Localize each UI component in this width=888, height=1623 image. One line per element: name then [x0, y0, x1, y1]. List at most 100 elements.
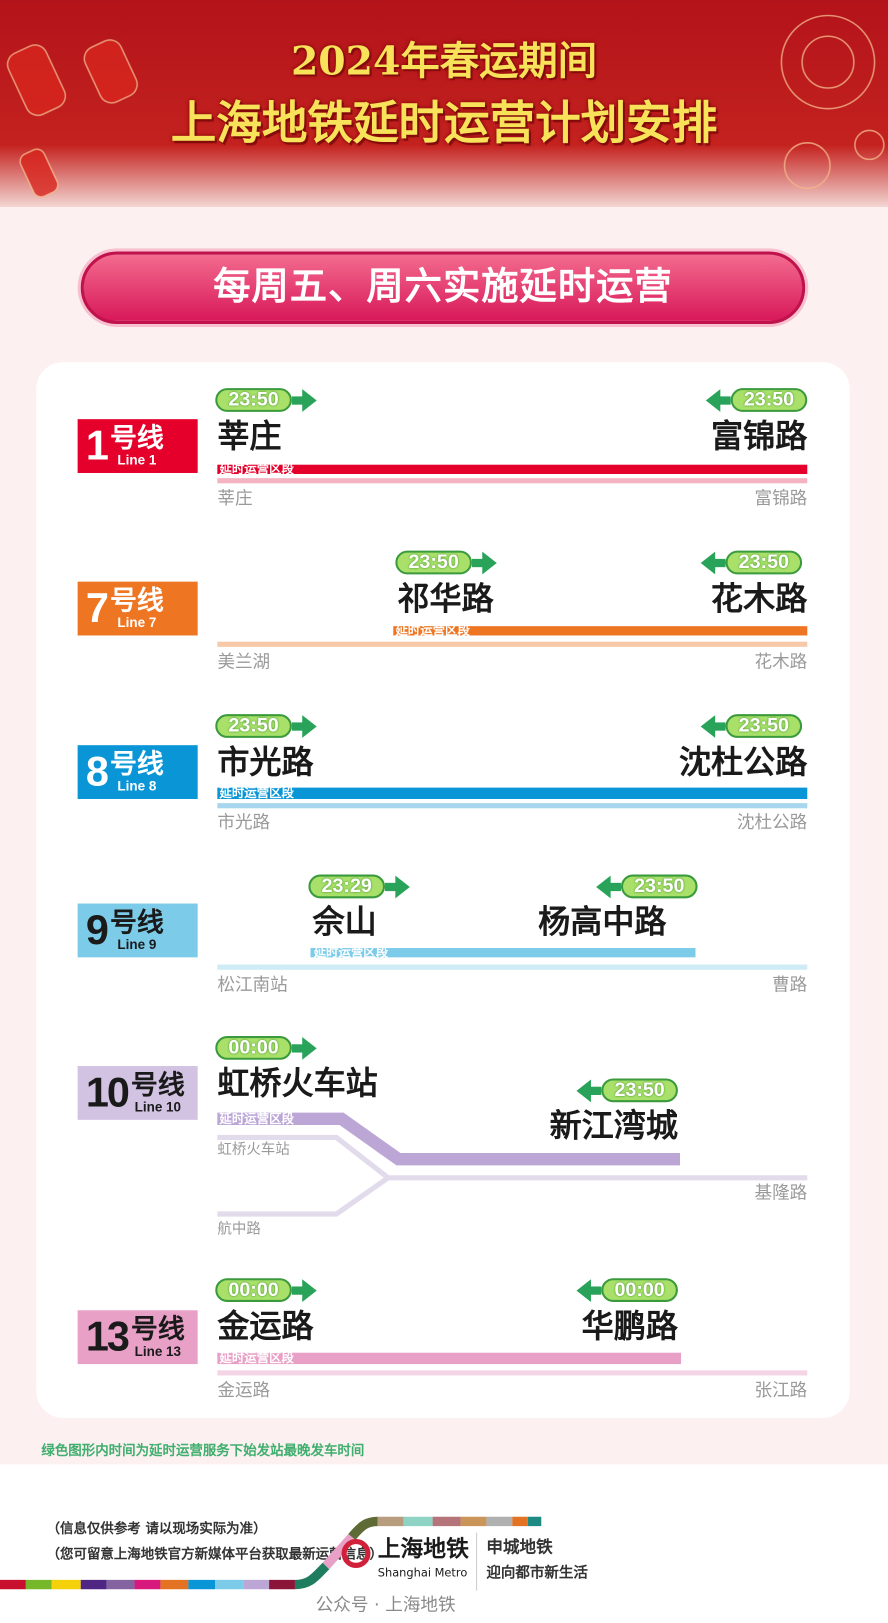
line-9-badge: 9 号线 Line 9 [77, 903, 198, 958]
disclaimer-1: （信息仅供参考 请以现场实际为准） [46, 1521, 267, 1537]
line-10-terminal-c: 航中路 [217, 1221, 261, 1238]
header-title-line2: 上海地铁延时运营计划安排 [170, 97, 718, 151]
header-banner: 2024年春运期间 上海地铁延时运营计划安排 [0, 0, 888, 207]
line-number: 13 [85, 1314, 130, 1360]
arrow-right-icon [482, 551, 497, 574]
line-10-from-station: 虹桥火车站 [217, 1064, 378, 1103]
line-8-from-station: 市光路 [217, 744, 314, 782]
line-1-terminal-b: 富锦路 [754, 488, 808, 510]
line-7-full-line [217, 641, 808, 647]
line-9-from-time: 23:29 [308, 874, 410, 899]
arrow-left-icon [700, 551, 716, 574]
line-10-badge: 10 号线 Line 10 [77, 1066, 198, 1120]
line-1-full-line [217, 478, 808, 484]
line-en: Line 8 [117, 777, 157, 794]
line-9-extended-segment [310, 948, 696, 958]
slogan-line-2: 迎向都市新生活 [486, 1564, 588, 1582]
disclaimer-2: （您可留意上海地铁官方新媒体平台获取最新运营信息） [46, 1547, 383, 1563]
time-pill: 00:00 [215, 1278, 292, 1302]
line-1-badge: 1 号线 Line 1 [77, 419, 198, 473]
arrow-left-icon [700, 714, 716, 738]
arrow-right-icon [395, 875, 410, 898]
line-9-from-station: 佘山 [312, 903, 377, 941]
time-pill: 23:50 [215, 388, 292, 412]
arrow-right-icon [302, 1278, 317, 1302]
line-9-terminal-a: 松江南站 [217, 974, 288, 996]
logo-text: 上海地铁 [377, 1536, 469, 1563]
line-13-to-station: 华鹏路 [581, 1308, 678, 1346]
line-13-extended-segment [217, 1352, 682, 1365]
line-10-terminal-b: 基隆路 [754, 1182, 808, 1204]
segment-label: 延时运营区段 [219, 1350, 294, 1366]
schedule-pill: 每周五、周六实施延时运营 [80, 251, 806, 324]
line-7-from-time: 23:50 [395, 550, 497, 575]
line-13-badge: 13 号线 Line 13 [77, 1310, 198, 1365]
logo-english: Shanghai Metro [377, 1565, 468, 1580]
line-en: Line 7 [117, 614, 157, 630]
line-13-terminal-b: 张江路 [754, 1380, 808, 1402]
line-8-to-time: 23:50 [700, 714, 803, 738]
line-8-extended-segment [217, 787, 808, 799]
line-8-to-station: 沈杜公路 [678, 744, 808, 782]
arrow-right-icon [302, 714, 317, 738]
line-13-from-station: 金运路 [217, 1308, 314, 1346]
line-9-terminal-b: 曹路 [772, 974, 808, 996]
footer: （信息仅供参考 请以现场实际为准） （您可留意上海地铁官方新媒体平台获取最新运营… [0, 1464, 888, 1623]
line-7-terminal-b: 花木路 [754, 652, 808, 673]
line-10-to-station: 新江湾城 [549, 1107, 678, 1145]
metro-logo-icon [341, 1539, 371, 1568]
line-en: Line 13 [134, 1342, 182, 1359]
line-10-full-line [217, 1134, 808, 1181]
line-10-branch-line [217, 1175, 390, 1217]
line-9-to-time: 23:50 [596, 874, 698, 899]
segment-label: 延时运营区段 [313, 944, 389, 960]
time-pill: 23:50 [725, 550, 803, 575]
header-title-line1: 2024年春运期间 [290, 37, 598, 84]
line-zh: 号线 [109, 585, 164, 617]
arrow-right-icon [302, 388, 317, 412]
line-8-full-line [217, 803, 808, 809]
line-13-full-line [217, 1370, 808, 1376]
time-pill: 23:50 [730, 388, 808, 412]
time-pill: 23:50 [601, 1078, 678, 1103]
line-8-terminal-a: 市光路 [217, 812, 271, 834]
arrow-left-icon [576, 1278, 591, 1302]
line-number: 9 [85, 907, 109, 954]
slogan-line-1: 申城地铁 [486, 1536, 553, 1557]
legend-note: 绿色图形内时间为延时运营服务下始发站最晚发车时间 [41, 1443, 365, 1460]
arrow-left-icon [576, 1078, 591, 1102]
time-pill: 23:50 [215, 714, 292, 738]
festive-decoration [6, 14, 885, 198]
line-1-to-time: 23:50 [705, 388, 808, 412]
line-10-branch-map [217, 1112, 808, 1217]
line-number: 7 [85, 585, 109, 632]
line-1-terminal-a: 莘庄 [217, 488, 253, 510]
line-7-from-station: 祁华路 [397, 580, 494, 618]
line-9-to-station: 杨高中路 [538, 903, 667, 941]
arrow-left-icon [705, 388, 721, 412]
line-1-from-time: 23:50 [215, 388, 317, 412]
line-en: Line 1 [117, 451, 157, 468]
time-pill: 23:50 [620, 874, 698, 899]
segment-label: 延时运营区段 [219, 785, 294, 801]
divider [476, 1532, 478, 1591]
line-zh: 号线 [109, 748, 164, 780]
line-zh: 号线 [109, 422, 164, 454]
segment-label: 延时运营区段 [395, 623, 470, 638]
time-pill: 00:00 [215, 1036, 292, 1060]
line-7-badge: 7 号线 Line 7 [77, 581, 198, 636]
line-8-terminal-b: 沈杜公路 [736, 812, 808, 834]
line-7-terminal-a: 美兰湖 [217, 652, 271, 673]
line-13-to-time: 00:00 [576, 1278, 678, 1302]
line-13-terminal-a: 金运路 [217, 1380, 271, 1402]
line-number: 10 [85, 1070, 130, 1116]
line-13-from-time: 00:00 [215, 1278, 317, 1302]
time-pill: 23:50 [725, 714, 803, 738]
line-en: Line 9 [117, 936, 157, 952]
segment-label: 延时运营区段 [219, 1111, 294, 1127]
segment-label: 延时运营区段 [219, 461, 294, 477]
watermark: 公众号 · 上海地铁 [315, 1594, 456, 1616]
line-10-terminal-a: 虹桥火车站 [217, 1141, 290, 1159]
line-number: 8 [85, 749, 109, 795]
line-7-to-station: 花木路 [711, 580, 808, 618]
